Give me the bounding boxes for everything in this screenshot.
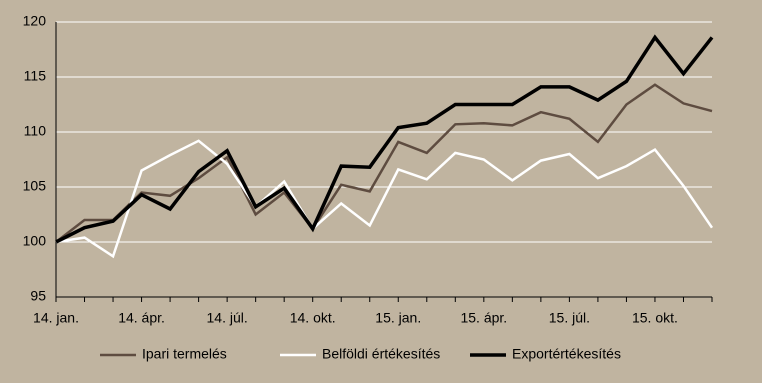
x-tick-label: 14. ápr. — [118, 310, 165, 326]
series-line — [55, 34, 714, 244]
x-tick-label: 15. jan. — [375, 310, 421, 326]
y-tick-label: 105 — [23, 178, 47, 194]
x-tick-label: 14. jan. — [33, 310, 79, 326]
y-tick-label: 110 — [24, 123, 47, 139]
y-tick-label: 115 — [24, 68, 47, 84]
legend-label: Belföldi értékesítés — [322, 346, 440, 362]
series-line — [55, 139, 714, 259]
legend-label: Exportértékesítés — [512, 346, 621, 362]
y-tick-label: 120 — [23, 13, 47, 29]
x-tick-label: 14. okt. — [290, 310, 336, 326]
x-tick-label: 14. júl. — [207, 310, 248, 326]
legend-label: Ipari termelés — [142, 346, 227, 362]
y-tick-label: 95 — [30, 288, 46, 304]
x-tick-label: 15. júl. — [549, 310, 590, 326]
x-tick-label: 15. okt. — [632, 310, 678, 326]
x-tick-label: 15. ápr. — [460, 310, 507, 326]
series-line — [55, 83, 713, 243]
y-tick-label: 100 — [23, 233, 47, 249]
